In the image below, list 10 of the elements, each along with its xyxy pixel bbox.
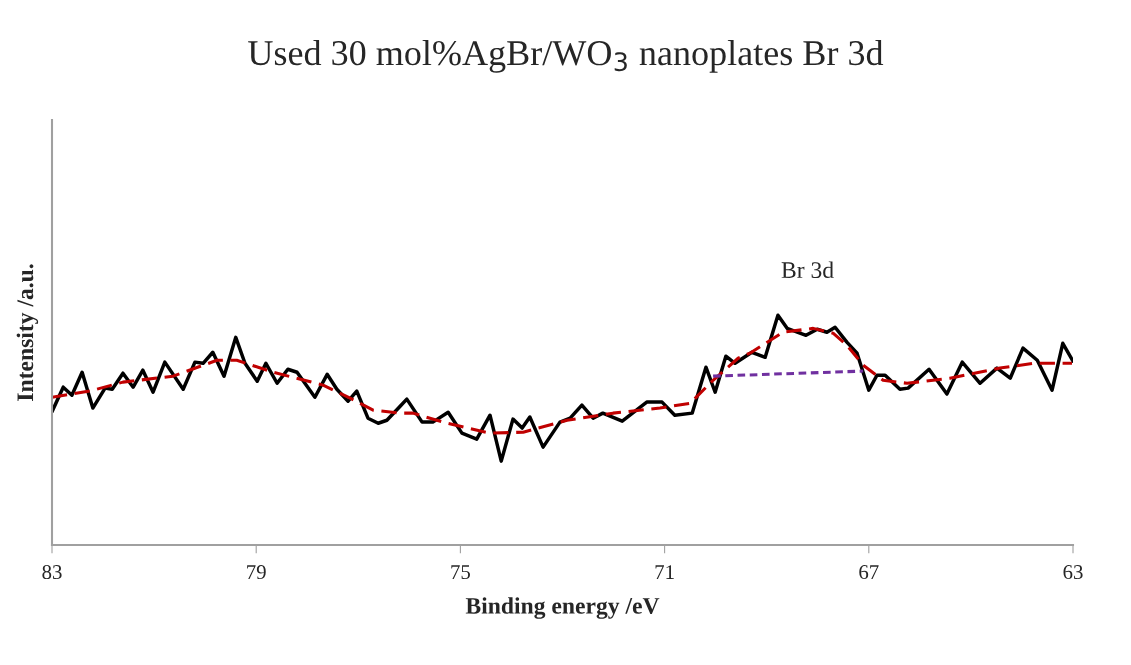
x-tick-label: 75: [451, 565, 470, 580]
x-tick-label: 63: [1063, 565, 1083, 580]
x-tick-label: 83: [42, 565, 62, 580]
chart-title: Used 30 mol%AgBr/WO$_{3}$ nanoplates Br 3d: [248, 39, 884, 73]
text: Br 3d: [781, 261, 834, 279]
x-tick-label: 79: [247, 565, 266, 580]
y-axis-title: Intensity /a.u.: [16, 264, 39, 401]
x-tick-label: 67: [859, 565, 879, 580]
x-axis-title: Binding energy /eV: [465, 597, 660, 619]
x-tick-label: 71: [655, 565, 674, 579]
